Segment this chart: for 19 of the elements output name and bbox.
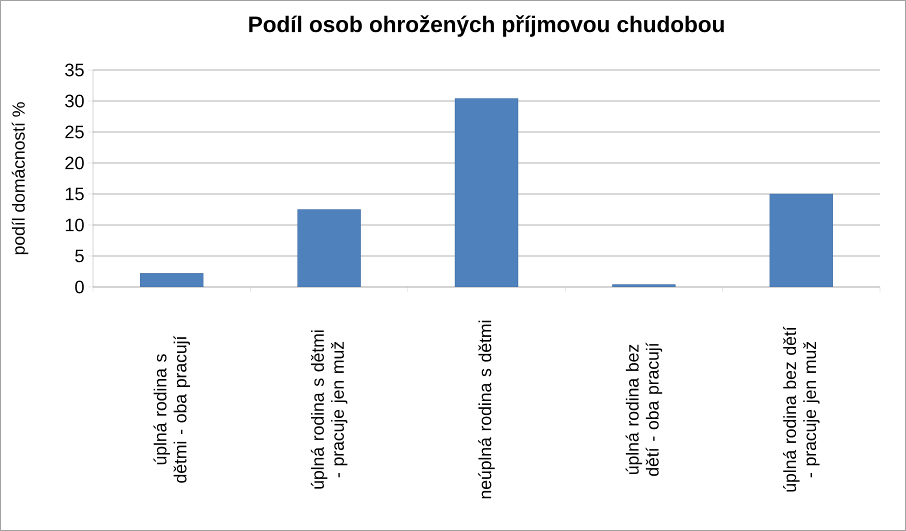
x-tick-label: úplná rodina s dětmi - pracuje jen muž xyxy=(310,330,348,489)
bar xyxy=(454,98,518,287)
y-tick-label: 20 xyxy=(65,156,84,170)
y-tick-label: 35 xyxy=(65,64,84,76)
bar xyxy=(297,209,361,287)
x-tick-label: úplná rodina bez dětí - oba pracují xyxy=(626,342,662,476)
bar xyxy=(140,273,204,287)
y-tick-label: 25 xyxy=(65,126,84,138)
y-tick-label: 15 xyxy=(66,188,84,200)
y-tick-label: 30 xyxy=(65,94,84,108)
y-tick-label: 10 xyxy=(66,218,84,232)
y-tick-label: 0 xyxy=(75,280,84,294)
x-tick-label: neúplná rodina s dětmi xyxy=(478,320,495,498)
y-axis-title: podíl domácností % xyxy=(12,102,28,254)
chart-title: Podíl osob ohrožených příjmovou chudobou xyxy=(249,15,724,37)
x-tick-label: úplná rodina bez dětí - pracuje jen muž xyxy=(783,326,820,492)
y-tick-label: 5 xyxy=(75,250,84,262)
x-tick-label: úplná rodina s dětmi - oba pracují xyxy=(153,336,190,483)
bar xyxy=(770,194,834,287)
